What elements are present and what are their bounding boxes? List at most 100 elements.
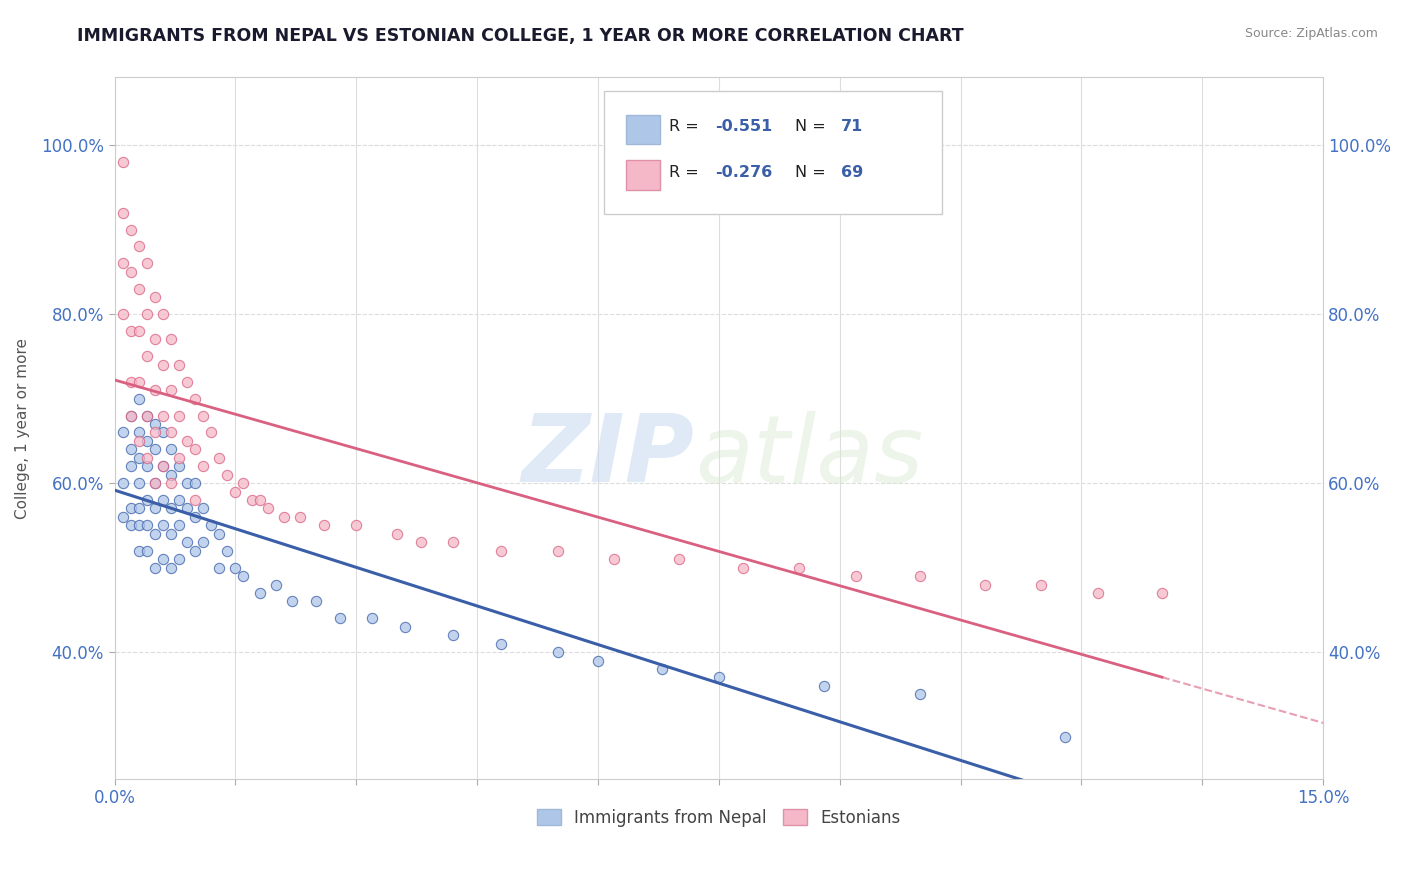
Point xyxy=(441,628,464,642)
Point xyxy=(184,510,207,524)
Y-axis label: College, 1 year or more: College, 1 year or more xyxy=(15,338,30,518)
Point xyxy=(120,442,142,457)
Point xyxy=(731,560,754,574)
Point xyxy=(191,409,214,423)
Point xyxy=(120,265,142,279)
Point xyxy=(111,256,134,270)
Point xyxy=(176,535,198,549)
Point xyxy=(312,518,335,533)
Point xyxy=(135,256,157,270)
Text: atlas: atlas xyxy=(695,410,922,501)
Text: -0.551: -0.551 xyxy=(716,119,772,134)
Point xyxy=(135,409,157,423)
Point xyxy=(224,484,246,499)
Point xyxy=(120,409,142,423)
Point xyxy=(111,425,134,440)
Point xyxy=(143,526,166,541)
Point xyxy=(1054,730,1077,744)
Point xyxy=(1087,586,1109,600)
Point xyxy=(152,459,174,474)
Point xyxy=(184,493,207,508)
Point xyxy=(288,510,311,524)
Point xyxy=(217,543,239,558)
Text: Source: ZipAtlas.com: Source: ZipAtlas.com xyxy=(1244,27,1378,40)
Point xyxy=(1029,577,1052,591)
FancyBboxPatch shape xyxy=(626,161,659,190)
FancyBboxPatch shape xyxy=(605,92,942,214)
Point xyxy=(256,501,278,516)
Text: -0.276: -0.276 xyxy=(716,165,772,179)
Point xyxy=(668,552,690,566)
Point xyxy=(176,434,198,448)
Point xyxy=(120,459,142,474)
Point xyxy=(128,501,150,516)
Point xyxy=(143,425,166,440)
Point xyxy=(111,510,134,524)
Text: 71: 71 xyxy=(841,119,863,134)
Point xyxy=(789,560,811,574)
Point xyxy=(152,459,174,474)
Point xyxy=(329,611,352,625)
Point xyxy=(176,476,198,491)
Point xyxy=(184,442,207,457)
Point xyxy=(152,358,174,372)
Point xyxy=(547,645,569,659)
Point xyxy=(361,611,384,625)
Point xyxy=(184,476,207,491)
Point xyxy=(910,687,932,701)
Point xyxy=(167,450,190,465)
Point xyxy=(191,459,214,474)
Point xyxy=(128,282,150,296)
Point xyxy=(152,425,174,440)
Point xyxy=(441,535,464,549)
Point xyxy=(111,205,134,219)
Point xyxy=(167,493,190,508)
Point xyxy=(224,560,246,574)
Point xyxy=(160,425,183,440)
Point xyxy=(200,425,222,440)
Point xyxy=(128,434,150,448)
Point xyxy=(135,409,157,423)
Point xyxy=(135,459,157,474)
Point xyxy=(120,375,142,389)
Point xyxy=(143,501,166,516)
Text: N =: N = xyxy=(794,165,831,179)
Point xyxy=(184,392,207,406)
Point xyxy=(249,586,271,600)
Point xyxy=(547,543,569,558)
Point xyxy=(176,501,198,516)
Point xyxy=(1150,586,1173,600)
Point xyxy=(200,518,222,533)
Point xyxy=(152,307,174,321)
Point xyxy=(167,409,190,423)
Point xyxy=(491,543,513,558)
Point xyxy=(120,501,142,516)
Point xyxy=(135,518,157,533)
Point xyxy=(135,450,157,465)
Point xyxy=(143,560,166,574)
Point xyxy=(160,476,183,491)
Point xyxy=(191,501,214,516)
Point xyxy=(128,375,150,389)
Point xyxy=(160,467,183,482)
Point xyxy=(208,450,231,465)
Point xyxy=(160,501,183,516)
Point xyxy=(603,552,626,566)
Point xyxy=(176,375,198,389)
Point xyxy=(160,442,183,457)
Point xyxy=(135,493,157,508)
Point xyxy=(135,349,157,363)
Point xyxy=(143,442,166,457)
Text: IMMIGRANTS FROM NEPAL VS ESTONIAN COLLEGE, 1 YEAR OR MORE CORRELATION CHART: IMMIGRANTS FROM NEPAL VS ESTONIAN COLLEG… xyxy=(77,27,965,45)
Text: N =: N = xyxy=(794,119,831,134)
Point xyxy=(385,526,408,541)
Text: ZIP: ZIP xyxy=(522,410,695,502)
Point xyxy=(120,518,142,533)
Point xyxy=(135,434,157,448)
Point xyxy=(208,526,231,541)
Point xyxy=(191,535,214,549)
Point xyxy=(167,459,190,474)
Point xyxy=(184,543,207,558)
Legend: Immigrants from Nepal, Estonians: Immigrants from Nepal, Estonians xyxy=(531,803,907,834)
Point xyxy=(651,662,673,676)
